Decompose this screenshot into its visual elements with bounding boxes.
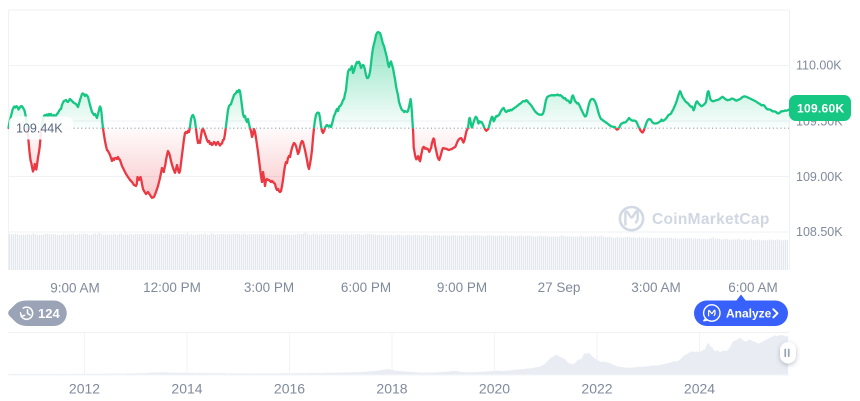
svg-text:2012: 2012 <box>69 380 100 396</box>
svg-text:2024: 2024 <box>684 380 715 396</box>
svg-text:6:00 AM: 6:00 AM <box>728 280 778 295</box>
svg-text:2014: 2014 <box>171 380 202 396</box>
svg-text:109.00K: 109.00K <box>796 170 843 184</box>
svg-text:2022: 2022 <box>581 380 612 396</box>
svg-text:109.60K: 109.60K <box>797 102 845 116</box>
svg-text:3:00 AM: 3:00 AM <box>631 280 681 295</box>
svg-text:9:00 AM: 9:00 AM <box>50 281 100 296</box>
svg-text:Analyze: Analyze <box>726 307 772 321</box>
svg-text:9:00 PM: 9:00 PM <box>437 280 487 295</box>
svg-text:3:00 PM: 3:00 PM <box>244 280 294 295</box>
svg-text:2020: 2020 <box>479 380 510 396</box>
svg-text:2016: 2016 <box>274 380 305 396</box>
svg-text:27 Sep: 27 Sep <box>538 280 581 295</box>
svg-text:109.44K: 109.44K <box>16 122 63 136</box>
svg-text:12:00 PM: 12:00 PM <box>143 280 201 295</box>
svg-text:124: 124 <box>38 306 60 321</box>
svg-text:110.00K: 110.00K <box>796 59 842 73</box>
svg-text:108.50K: 108.50K <box>796 225 843 239</box>
svg-text:CoinMarketCap: CoinMarketCap <box>652 211 770 228</box>
svg-text:6:00 PM: 6:00 PM <box>341 280 391 295</box>
svg-text:2018: 2018 <box>376 380 407 396</box>
